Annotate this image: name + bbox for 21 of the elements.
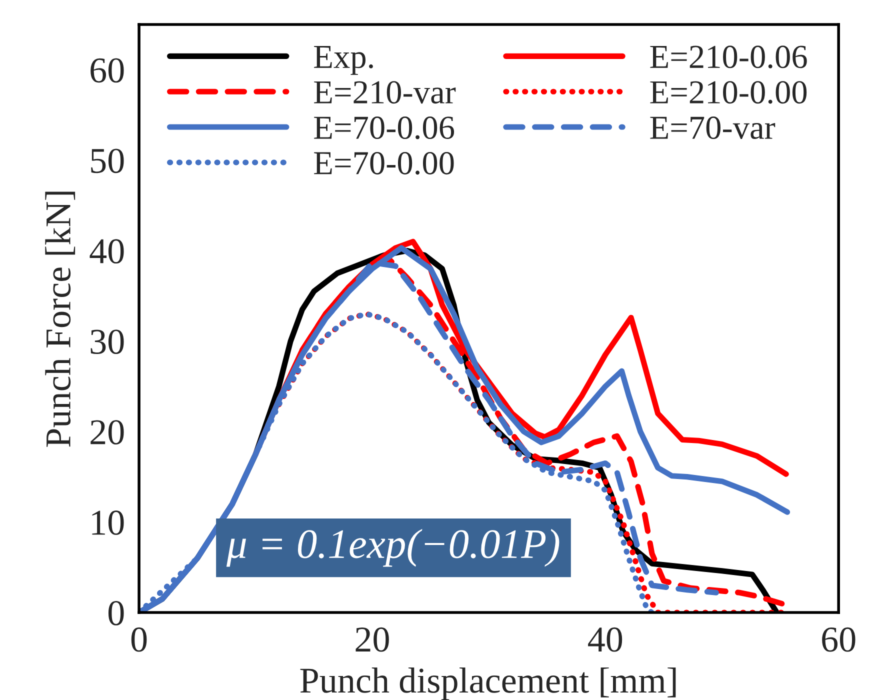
x-tick-label: 0	[131, 627, 147, 652]
y-tick-label: 0	[108, 601, 124, 626]
legend-label: E=70-0.00	[314, 152, 454, 175]
legend-label: E=210-0.06	[650, 46, 807, 68]
y-tick-label: 60	[90, 58, 124, 83]
y-tick-label: 30	[90, 330, 124, 354]
y-tick-label: 20	[90, 420, 124, 444]
x-tick-label: 60	[822, 627, 856, 652]
legend-label: E=70-0.06	[314, 116, 454, 140]
x-axis-title: Punch displacement [mm]	[300, 667, 676, 700]
legend-label: Exp.	[314, 46, 373, 75]
legend-label: E=70-var	[650, 116, 776, 140]
y-tick-label: 10	[92, 510, 124, 535]
y-tick-label: 50	[91, 148, 124, 174]
legend-label: E=210-var	[314, 81, 456, 104]
legend-label: E=210-0.00	[650, 81, 807, 104]
x-tick-label: 40	[588, 627, 622, 652]
annotation: μ = 0.1exp(−0.01P)	[226, 528, 560, 567]
x-tick-label: 20	[356, 627, 389, 652]
y-axis-title: Punch Force [kN]	[45, 192, 76, 447]
y-tick-label: 40	[90, 239, 124, 264]
